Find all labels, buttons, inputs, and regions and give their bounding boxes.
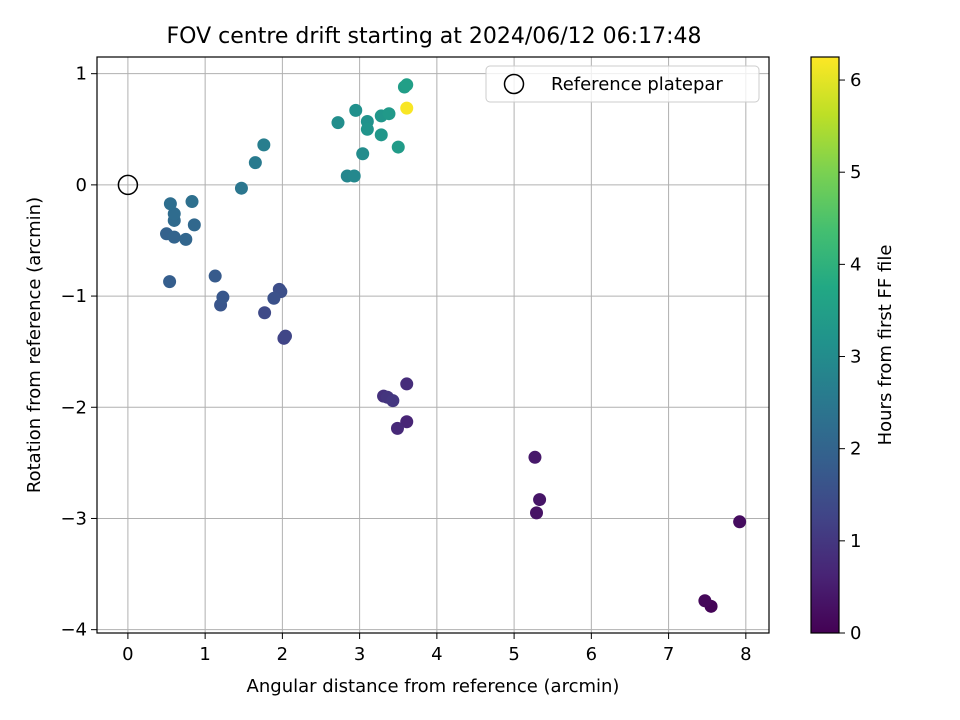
data-point [167,230,181,244]
data-point [533,493,547,507]
data-point [278,329,292,343]
colorbar-gradient [811,57,839,633]
colorbar-tick-label: 4 [850,254,861,275]
data-point [733,515,747,529]
y-axis-label: Rotation from reference (arcmin) [24,197,45,493]
data-point [360,122,374,136]
x-tick-label: 0 [122,644,133,665]
data-point [257,138,271,152]
data-point [698,594,712,608]
x-tick-label: 7 [663,644,674,665]
data-point [185,195,199,209]
colorbar-ticks: 0 1 2 3 4 5 6 [839,70,861,644]
data-point [400,78,414,92]
data-point [349,103,363,117]
data-point [248,156,262,170]
legend-marker-icon [503,73,525,95]
data-point [400,415,414,429]
colorbar-tick-label: 6 [850,70,861,91]
x-tick-label: 5 [508,644,519,665]
data-point [163,197,177,211]
data-point [234,181,248,195]
gridlines [97,57,769,633]
data-point [208,269,222,283]
x-tick-label: 2 [277,644,288,665]
x-tick-label: 6 [586,644,597,665]
data-point [187,218,201,232]
data-point [258,306,272,320]
data-point [528,450,542,464]
data-point [347,169,361,183]
colorbar-tick-label: 0 [850,623,861,644]
data-point [331,116,345,130]
chart-title: FOV centre drift starting at 2024/06/12 … [167,24,702,49]
colorbar-frame [810,56,840,634]
y-tick-label: −1 [60,286,87,307]
x-tick-label: 8 [740,644,751,665]
x-axis: 0 1 2 3 4 5 6 7 8 [122,633,752,665]
y-tick-label: 1 [76,64,87,85]
data-points [160,78,747,613]
y-tick-label: −3 [60,508,87,529]
data-point [374,128,388,142]
y-tick-label: −4 [60,620,87,641]
data-point [382,107,396,121]
x-tick-label: 3 [354,644,365,665]
plot-frame [96,56,770,634]
y-tick-label: −2 [60,397,87,418]
legend: Reference platepar [485,65,760,103]
data-point [356,147,370,161]
reference-point-marker [117,174,139,196]
data-point [267,291,281,305]
data-point [400,377,414,391]
y-tick-label: 0 [76,175,87,196]
data-point [530,506,544,520]
data-point [391,140,405,154]
colorbar: 0 1 2 3 4 5 6 Hours from first FF file [810,56,896,644]
data-point [386,394,400,408]
colorbar-tick-label: 2 [850,439,861,460]
x-axis-label: Angular distance from reference (arcmin) [247,676,620,697]
colorbar-tick-label: 5 [850,162,861,183]
legend-box [485,65,760,103]
data-point [179,232,193,246]
legend-label: Reference platepar [551,74,723,95]
colorbar-label: Hours from first FF file [875,245,896,446]
x-tick-label: 4 [431,644,442,665]
data-point [216,290,230,304]
data-point [163,275,177,289]
colorbar-tick-label: 1 [850,531,861,552]
y-axis: −4 −3 −2 −1 0 1 [60,64,97,641]
colorbar-tick-label: 3 [850,347,861,368]
data-point [390,421,404,435]
x-tick-label: 1 [199,644,210,665]
data-point [400,101,414,115]
data-point [167,207,181,221]
